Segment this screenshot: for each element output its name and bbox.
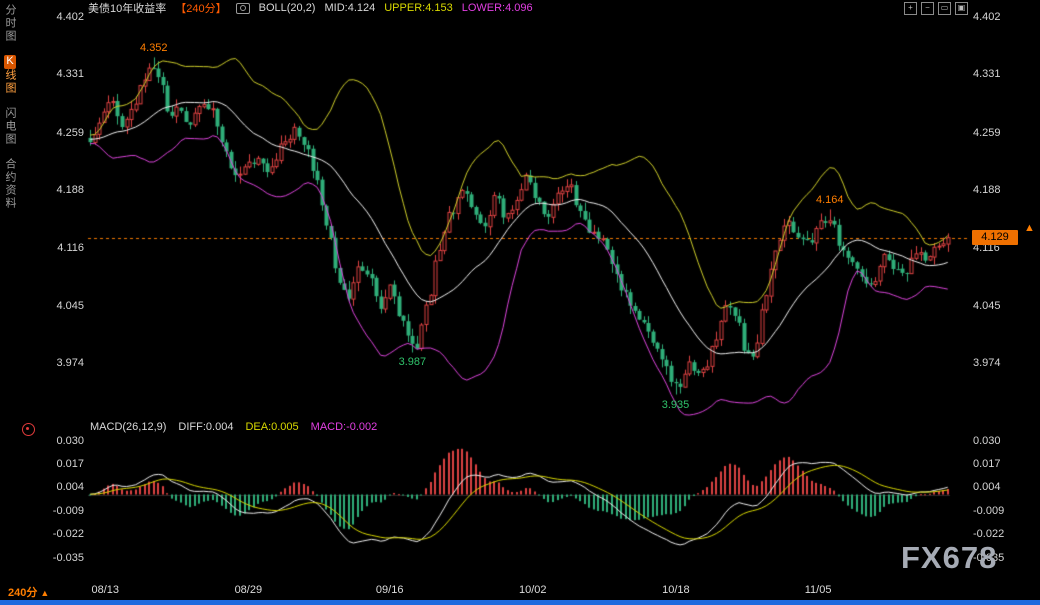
macd-axis-label: -0.009 [973, 504, 1005, 517]
fullscreen-icon[interactable]: ▣ [955, 2, 968, 15]
sidebar-tab-kline[interactable]: K线图 [4, 55, 16, 95]
price-axis-left: 4.402 4.331 4.259 4.188 4.116 4.045 3.974 0.030… [36, 0, 86, 605]
current-price-tag: 4.129 [972, 229, 1018, 245]
macd-axis-label: 0.004 [973, 481, 1001, 494]
price-axis-label: 4.188 [973, 184, 1001, 196]
chart-toolbar: + − ▭ ▣ [904, 2, 968, 15]
price-annotation: 3.935 [661, 398, 690, 411]
boll-lower-value: LOWER:4.096 [461, 2, 533, 14]
period-arrow-icon: ▲ [40, 588, 50, 598]
boll-upper-value: UPPER:4.153 [384, 2, 453, 14]
zoom-out-icon[interactable]: − [921, 2, 934, 15]
instrument-title: 美债10年收益率 [88, 3, 167, 15]
macd-axis-label: 0.004 [56, 481, 84, 494]
macd-axis-label: 0.030 [973, 434, 1001, 447]
chart-header: 美债10年收益率 【240分】 BOLL(20,2) MID:4.124 UPP… [88, 1, 533, 15]
sidebar-tab-minute-chart[interactable]: 分时图 [4, 4, 16, 43]
price-axis-label: 4.045 [973, 299, 1001, 312]
price-axis-label: 4.259 [56, 126, 84, 139]
watermark: FX678 [901, 540, 998, 575]
price-axis-label: 4.259 [973, 126, 1001, 139]
price-axis-label: 4.402 [56, 11, 84, 23]
period-tag[interactable]: 【240分】 [175, 3, 227, 15]
price-axis-label: 4.045 [56, 299, 84, 312]
time-axis: 240分 ▲ 08/13 08/29 09/16 10/02 10/18 11/05 [0, 584, 1040, 600]
macd-header: MACD(26,12,9) DIFF:0.004 DEA:0.005 MACD:… [90, 421, 377, 433]
boll-mid-value: MID:4.124 [324, 2, 376, 14]
period-label[interactable]: 240分 ▲ [8, 584, 49, 600]
price-axis-right: 4.402 4.331 4.259 4.188 4.116 4.045 3.974 0.030… [973, 0, 1035, 605]
boll-label: BOLL(20,2) [258, 2, 316, 14]
price-axis-label: 4.402 [973, 11, 1001, 23]
macd-axis-label: -0.035 [52, 551, 84, 564]
macd-title: MACD(26,12,9) [90, 421, 167, 433]
date-label: 10/18 [662, 584, 690, 596]
price-axis-label: 4.116 [57, 242, 84, 255]
macd-dea-value: DEA:0.005 [245, 421, 299, 433]
period-text: 240分 [8, 587, 38, 599]
sidebar-tab-contract-info[interactable]: 合约资料 [4, 158, 16, 210]
date-label: 10/02 [519, 584, 547, 596]
price-annotation: 3.987 [398, 356, 427, 369]
macd-macd-value: MACD:-0.002 [310, 421, 378, 433]
alert-icon[interactable] [22, 423, 35, 436]
sidebar-tab-lightning-chart[interactable]: 闪电图 [4, 107, 16, 146]
restore-view-icon[interactable]: ▭ [938, 2, 951, 15]
price-axis-label: 3.974 [973, 357, 1001, 369]
cursor-arrow-icon: ▲ [1024, 222, 1035, 234]
price-axis-label: 3.974 [56, 357, 84, 369]
macd-diff-value: DIFF:0.004 [178, 421, 234, 433]
price-axis-label: 4.116 [973, 242, 1000, 255]
date-label: 08/13 [91, 584, 119, 596]
macd-axis-label: -0.009 [52, 504, 84, 517]
price-annotation: 4.164 [816, 194, 844, 207]
macd-axis-label: 0.017 [56, 457, 84, 470]
zoom-in-icon[interactable]: + [904, 2, 917, 15]
date-label: 09/16 [375, 584, 404, 596]
price-annotation: 4.352 [140, 42, 168, 55]
bottom-scrollbar[interactable] [0, 600, 1040, 605]
price-axis-label: 4.331 [973, 68, 1001, 81]
macd-axis-label: 0.017 [973, 457, 1001, 470]
macd-axis-label: -0.035 [973, 551, 1005, 564]
date-label: 08/29 [234, 584, 263, 596]
camera-icon[interactable] [235, 2, 250, 14]
date-label: 11/05 [804, 584, 832, 596]
price-axis-label: 4.331 [56, 68, 84, 81]
macd-axis-label: -0.022 [52, 528, 84, 541]
price-axis-label: 4.188 [56, 184, 84, 196]
left-sidebar: 分时图 K线图 闪电图 合约资料 [0, 4, 20, 210]
macd-axis-label: -0.022 [973, 528, 1005, 541]
macd-axis-label: 0.030 [56, 434, 84, 447]
